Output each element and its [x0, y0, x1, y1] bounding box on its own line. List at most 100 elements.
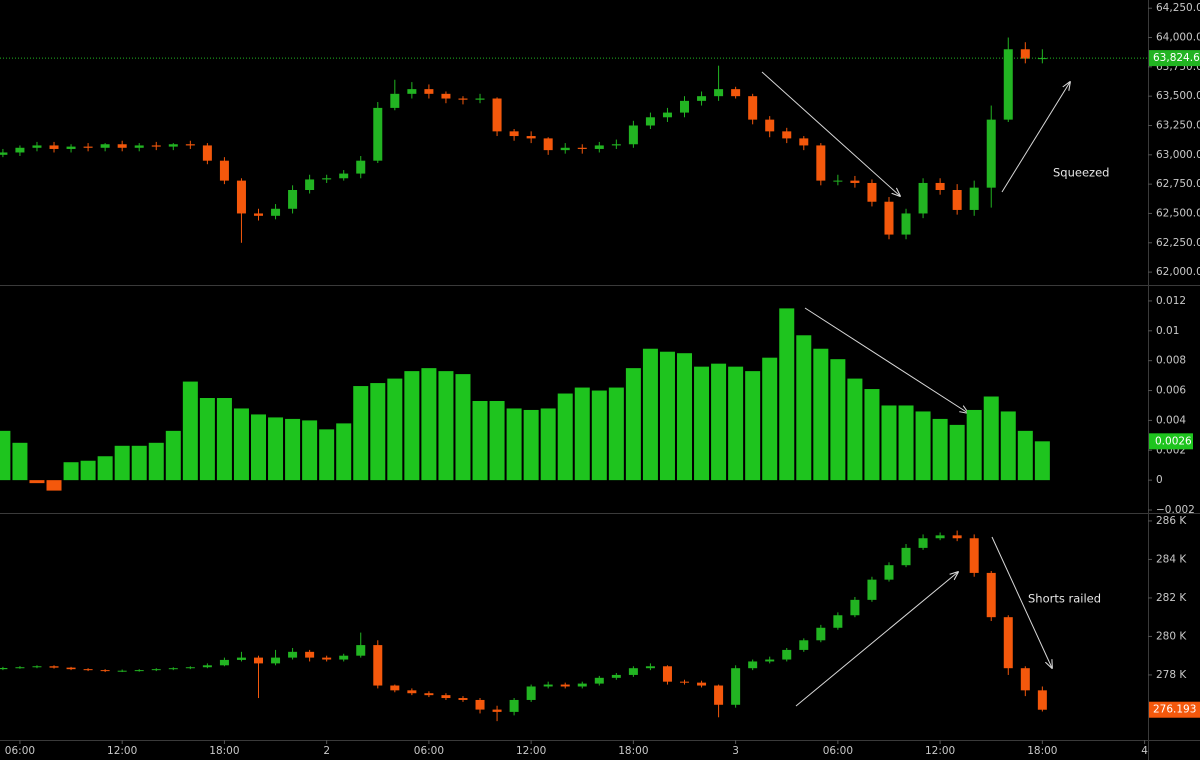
bar: [608, 387, 624, 481]
candle-body: [373, 645, 383, 686]
y-tick-label: 62,750.0: [1156, 178, 1200, 190]
candle-body: [185, 667, 195, 669]
candle-body: [322, 178, 332, 180]
candle-body: [577, 147, 587, 149]
candle-body: [373, 107, 383, 161]
bar: [489, 400, 505, 481]
y-tick-label: 62,000.0: [1156, 266, 1200, 278]
candle-body: [680, 100, 690, 113]
candle-body: [492, 709, 502, 712]
candle-body: [935, 535, 945, 539]
candle-body: [901, 213, 911, 235]
bar: [97, 456, 113, 481]
x-tick-label: 12:00: [107, 745, 137, 757]
candle-body: [850, 599, 860, 616]
bar: [353, 386, 369, 481]
candle-body: [628, 668, 638, 675]
candle-body: [543, 684, 553, 687]
bar: [251, 414, 267, 481]
y-tick-label: 64,000.0: [1156, 32, 1200, 44]
y-tick-label: 282 K: [1156, 592, 1187, 604]
x-tick-label: 18:00: [1027, 745, 1057, 757]
candle-body: [543, 138, 553, 151]
bar: [745, 371, 761, 481]
candle-body: [765, 659, 775, 662]
candle-body: [952, 190, 962, 210]
bar: [728, 366, 744, 481]
candle-body: [748, 661, 758, 669]
candle-body: [628, 125, 638, 145]
candle-body: [509, 131, 519, 137]
candle-body: [492, 98, 502, 132]
candle-body: [645, 666, 655, 669]
bar: [0, 430, 11, 481]
candle-body: [236, 657, 246, 660]
x-tick-label: 12:00: [925, 745, 955, 757]
bar: [1017, 430, 1033, 481]
candle-body: [168, 668, 178, 670]
bar: [438, 371, 454, 481]
candle-body: [100, 670, 110, 672]
candle-body: [390, 93, 400, 108]
candle-body: [662, 666, 672, 682]
y-tick-label: 63,000.0: [1156, 149, 1200, 161]
y-tick-label: 0.01: [1156, 325, 1179, 337]
candle-body: [935, 182, 945, 190]
candle-body: [305, 179, 315, 190]
candle-body: [969, 538, 979, 573]
bar: [455, 374, 471, 481]
candle-body: [731, 668, 741, 705]
y-tick-label: 0.012: [1156, 295, 1186, 307]
candle-body: [748, 96, 758, 120]
y-tick-label: 0.008: [1156, 355, 1186, 367]
candle-body: [271, 657, 281, 664]
y-tick-label: −0.002: [1156, 504, 1195, 516]
candle-body: [288, 651, 298, 658]
bar: [472, 400, 488, 481]
candle-body: [952, 535, 962, 539]
candle-body: [918, 538, 928, 548]
candle-body: [202, 665, 212, 668]
last-value-label: 63,824.6: [1153, 52, 1200, 64]
bar: [983, 396, 999, 481]
candle-body: [697, 96, 707, 101]
y-tick-label: 286 K: [1156, 515, 1187, 527]
y-tick-label: 278 K: [1156, 669, 1187, 681]
candle-body: [356, 160, 366, 174]
bar: [898, 405, 914, 481]
candle-body: [1037, 690, 1047, 710]
candle-body: [66, 667, 76, 670]
candle-body: [816, 627, 826, 641]
candle-body: [509, 699, 519, 712]
candle-body: [986, 572, 996, 618]
candle-body: [49, 145, 59, 149]
bar: [336, 423, 352, 481]
candle-body: [1020, 668, 1030, 691]
candle-body: [799, 640, 809, 650]
bar: [268, 417, 284, 481]
candle-body: [560, 147, 570, 151]
candle-body: [441, 93, 451, 99]
candle-body: [407, 690, 417, 694]
candle-body: [1003, 49, 1013, 120]
candle-body: [83, 669, 93, 671]
bar: [216, 398, 232, 481]
candle-body: [833, 180, 843, 182]
candle-body: [271, 208, 281, 216]
x-tick-label: 2: [323, 745, 330, 757]
candle-body: [0, 152, 8, 155]
bar: [642, 348, 658, 481]
bar: [966, 409, 982, 481]
candle-body: [185, 144, 195, 146]
candle-body: [680, 681, 690, 683]
bar: [165, 430, 181, 481]
candle-body: [117, 670, 127, 672]
candle-body: [339, 173, 349, 179]
candle-body: [390, 685, 400, 691]
bar: [182, 381, 198, 481]
bar: [319, 429, 335, 481]
candle-body: [526, 686, 536, 700]
bar: [830, 359, 846, 481]
